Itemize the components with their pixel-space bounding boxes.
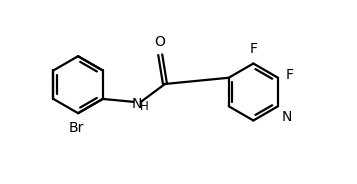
Text: F: F: [250, 42, 257, 56]
Text: Br: Br: [69, 121, 84, 135]
Text: O: O: [154, 35, 165, 49]
Text: H: H: [140, 100, 148, 113]
Text: N: N: [132, 97, 142, 111]
Text: N: N: [282, 110, 292, 124]
Text: F: F: [286, 68, 294, 82]
